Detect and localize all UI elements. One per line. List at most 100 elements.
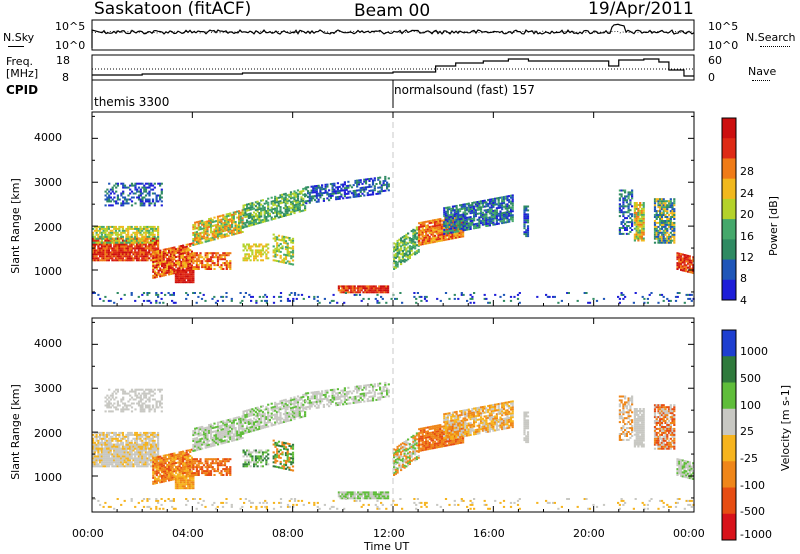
power-cell (444, 232, 447, 235)
power-cell (487, 301, 490, 304)
power-cell (142, 257, 146, 260)
freq-line (92, 58, 694, 77)
velocity-cell (100, 465, 103, 468)
velocity-cell (111, 439, 114, 442)
power-cell (204, 254, 207, 257)
power-cell (322, 192, 325, 194)
power-cell (451, 207, 455, 210)
power-cell (620, 232, 623, 235)
power-cell (180, 264, 183, 267)
power-cell (633, 202, 636, 204)
power-cell (232, 221, 235, 224)
power-cell (153, 186, 156, 189)
power-cell (95, 259, 98, 262)
power-cell (274, 237, 277, 240)
velocity-cell (100, 447, 103, 450)
power-cell (499, 295, 502, 298)
power-cell (662, 221, 665, 224)
velocity-cell (142, 445, 146, 448)
velocity-cell (118, 445, 121, 448)
power-cell (122, 192, 125, 195)
power-cell (216, 215, 220, 218)
velocity-cell (93, 451, 96, 454)
power-cell (236, 210, 239, 213)
velocity-cell (116, 451, 119, 454)
velocity-cell (141, 392, 144, 395)
power-cell (666, 237, 669, 240)
power-cell (444, 210, 448, 213)
power-cell (667, 225, 671, 228)
velocity-cell (148, 406, 151, 409)
power-cell (664, 202, 667, 205)
power-cell (241, 219, 244, 222)
power-cell (495, 209, 498, 212)
power-cell (135, 245, 139, 248)
power-cell (464, 223, 467, 225)
power-cell (336, 192, 339, 195)
freq-unit: [MHz] (6, 67, 39, 80)
power-cell (152, 261, 155, 263)
power-cell (146, 239, 149, 242)
power-cell (192, 241, 195, 244)
power-cell (194, 260, 197, 263)
power-cell (396, 261, 399, 264)
velocity-cell (141, 449, 144, 452)
velocity-cell (118, 439, 121, 442)
velocity-cell (118, 435, 121, 438)
velocity-cell (93, 431, 96, 434)
velocity-cell (143, 390, 146, 393)
power-cell (439, 299, 442, 302)
power-cell (639, 231, 642, 234)
power-cell (494, 213, 497, 216)
power-cell (400, 247, 403, 250)
power-cell (109, 253, 112, 256)
power-cell (659, 231, 662, 234)
power-cell (123, 186, 127, 189)
power-cell (176, 261, 179, 264)
power-cell (631, 205, 634, 208)
power-cell (190, 258, 193, 261)
velocity-cell (137, 449, 140, 452)
power-cell (313, 295, 316, 298)
power-cell (662, 212, 665, 215)
power-cell (197, 226, 200, 229)
velocity-cell (123, 392, 127, 395)
velocity-cell (109, 435, 112, 438)
power-cell (277, 260, 281, 263)
power-cell (246, 253, 249, 256)
power-cell (286, 194, 289, 197)
power-cell (206, 268, 209, 270)
power-cell (100, 243, 103, 246)
power-cell (426, 226, 430, 229)
velocity-cell (157, 441, 160, 444)
power-cell (132, 247, 135, 250)
power-cell (302, 189, 305, 192)
power-cell (277, 200, 280, 203)
power-cell (120, 182, 123, 185)
power-cell (283, 253, 286, 256)
power-cell (439, 231, 442, 234)
power-cell (687, 258, 690, 261)
power-cell (121, 255, 124, 258)
velocity-cell (123, 457, 126, 460)
power-cell (403, 246, 406, 249)
power-cell (204, 236, 207, 239)
velocity-cell (141, 398, 144, 401)
power-cell (476, 201, 479, 203)
power-cell (403, 237, 406, 239)
power-cell (671, 214, 674, 216)
power-cell (380, 186, 383, 189)
power-cell (343, 289, 346, 292)
power-cell (324, 191, 327, 194)
power-cell (216, 225, 220, 228)
velocity-cell (116, 402, 119, 405)
power-cell (223, 219, 227, 222)
velocity-cell (141, 463, 144, 466)
power-cell (655, 233, 658, 236)
power-cell (155, 241, 158, 244)
power-cell (381, 285, 384, 288)
power-cell (197, 260, 200, 263)
power-cell (194, 237, 197, 240)
power-cell (199, 242, 202, 245)
power-cell (169, 293, 172, 296)
